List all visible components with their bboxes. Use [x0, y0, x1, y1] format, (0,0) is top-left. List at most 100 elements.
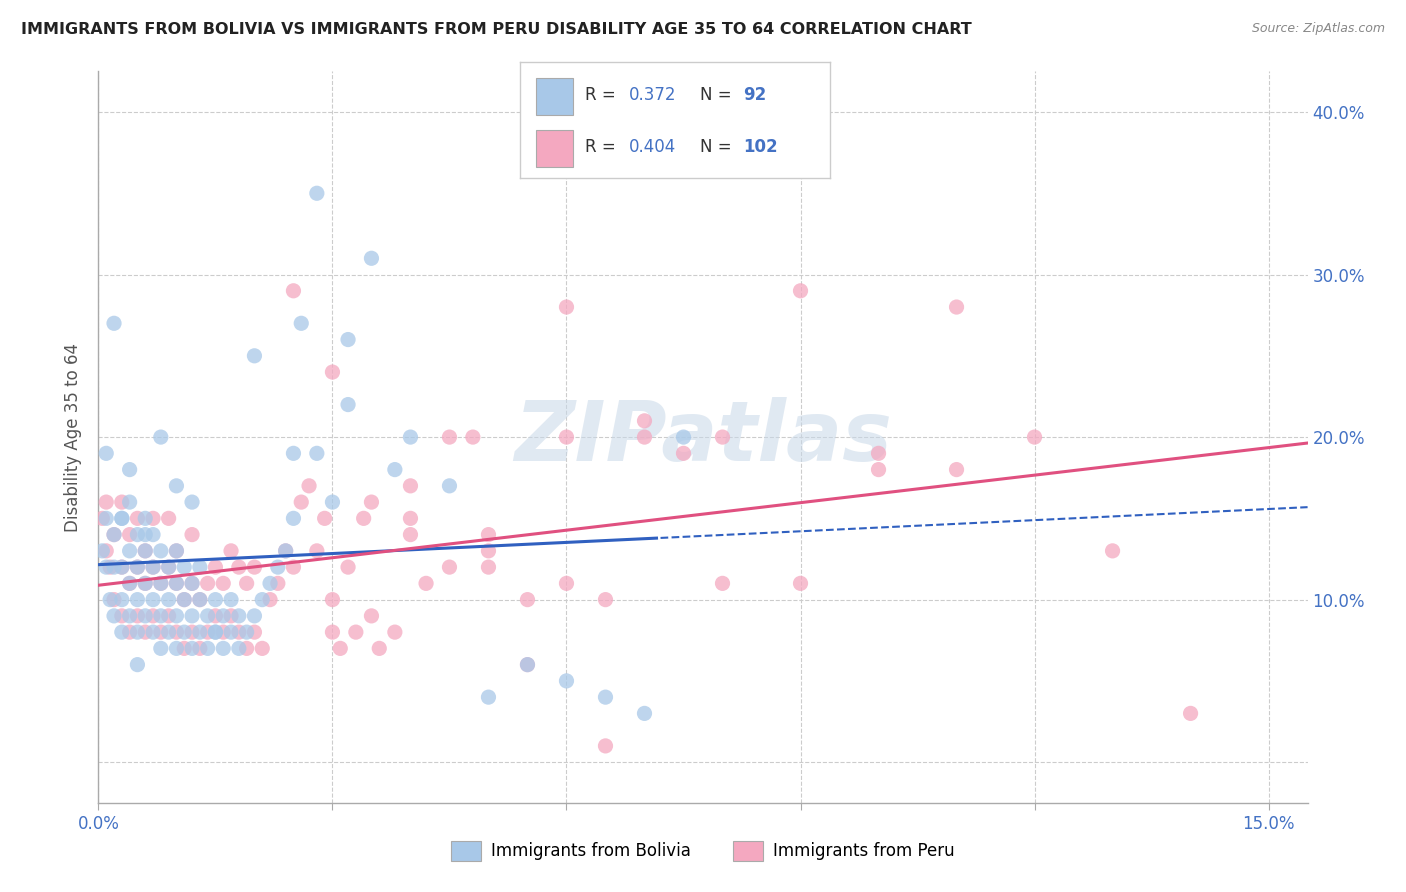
- Text: Source: ZipAtlas.com: Source: ZipAtlas.com: [1251, 22, 1385, 36]
- Point: [204, 592, 226, 607]
- Point: [399, 430, 422, 444]
- Text: 0.372: 0.372: [628, 86, 676, 103]
- Point: [868, 446, 890, 460]
- Point: [111, 560, 134, 574]
- Point: [118, 608, 141, 623]
- Point: [633, 706, 655, 721]
- Point: [96, 446, 118, 460]
- Point: [103, 592, 125, 607]
- Point: [181, 576, 204, 591]
- Point: [711, 576, 734, 591]
- Point: [197, 576, 219, 591]
- Point: [188, 560, 211, 574]
- Point: [157, 592, 180, 607]
- Point: [134, 625, 156, 640]
- Point: [259, 592, 281, 607]
- Point: [142, 560, 165, 574]
- Point: [96, 495, 118, 509]
- Point: [96, 511, 118, 525]
- Point: [633, 430, 655, 444]
- Point: [945, 300, 967, 314]
- Point: [98, 592, 121, 607]
- Point: [165, 625, 187, 640]
- Point: [165, 544, 187, 558]
- Point: [360, 608, 382, 623]
- Point: [360, 252, 382, 266]
- Point: [157, 560, 180, 574]
- Point: [314, 511, 336, 525]
- Point: [477, 527, 499, 541]
- Point: [204, 625, 226, 640]
- Point: [477, 544, 499, 558]
- Point: [789, 576, 811, 591]
- Text: N =: N =: [700, 138, 737, 156]
- Point: [290, 316, 312, 330]
- Point: [1024, 430, 1046, 444]
- Point: [321, 495, 343, 509]
- Point: [595, 592, 617, 607]
- Point: [1101, 544, 1123, 558]
- Point: [298, 479, 321, 493]
- Point: [127, 560, 149, 574]
- Point: [134, 511, 156, 525]
- Point: [188, 625, 211, 640]
- Point: [173, 592, 195, 607]
- Point: [103, 527, 125, 541]
- Point: [219, 544, 242, 558]
- Point: [127, 625, 149, 640]
- Point: [197, 608, 219, 623]
- Point: [188, 592, 211, 607]
- Point: [633, 414, 655, 428]
- Point: [157, 511, 180, 525]
- Point: [118, 576, 141, 591]
- Point: [197, 641, 219, 656]
- Point: [173, 560, 195, 574]
- Legend: Immigrants from Bolivia, Immigrants from Peru: Immigrants from Bolivia, Immigrants from…: [444, 834, 962, 868]
- Point: [212, 625, 235, 640]
- Point: [188, 641, 211, 656]
- Point: [181, 576, 204, 591]
- Point: [243, 608, 266, 623]
- Point: [111, 495, 134, 509]
- Point: [368, 641, 391, 656]
- Point: [111, 511, 134, 525]
- Point: [149, 641, 172, 656]
- Point: [181, 641, 204, 656]
- Point: [103, 527, 125, 541]
- Point: [516, 657, 538, 672]
- Point: [868, 462, 890, 476]
- Point: [181, 527, 204, 541]
- Point: [118, 544, 141, 558]
- Point: [204, 608, 226, 623]
- Point: [321, 592, 343, 607]
- Point: [337, 398, 360, 412]
- Point: [945, 462, 967, 476]
- Text: R =: R =: [585, 138, 621, 156]
- Point: [127, 511, 149, 525]
- Point: [212, 608, 235, 623]
- Point: [235, 641, 257, 656]
- Point: [555, 673, 578, 688]
- Point: [173, 592, 195, 607]
- Point: [165, 641, 187, 656]
- Point: [384, 625, 406, 640]
- Point: [212, 576, 235, 591]
- Y-axis label: Disability Age 35 to 64: Disability Age 35 to 64: [65, 343, 83, 532]
- Point: [157, 560, 180, 574]
- Point: [219, 592, 242, 607]
- Point: [321, 365, 343, 379]
- Point: [235, 576, 257, 591]
- Point: [118, 495, 141, 509]
- Point: [149, 544, 172, 558]
- Text: 0.404: 0.404: [628, 138, 676, 156]
- Point: [439, 479, 461, 493]
- Point: [219, 608, 242, 623]
- Point: [399, 527, 422, 541]
- Point: [243, 560, 266, 574]
- Text: 92: 92: [742, 86, 766, 103]
- Point: [149, 576, 172, 591]
- Point: [149, 608, 172, 623]
- Point: [91, 511, 114, 525]
- Point: [228, 625, 250, 640]
- Point: [399, 479, 422, 493]
